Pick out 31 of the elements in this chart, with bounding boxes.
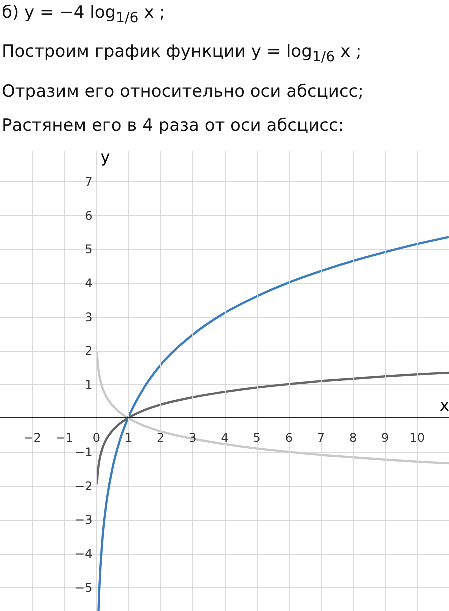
y-tick-label: −2 [75, 479, 93, 494]
x-tick-label: 3 [189, 430, 197, 445]
y-tick-label: 3 [85, 310, 93, 324]
x-tick-label: −1 [56, 430, 74, 445]
x-tick-label: 10 [410, 430, 426, 445]
x-tick-label: 7 [317, 430, 326, 445]
y-tick-label: −4 [75, 546, 93, 561]
y-tick-label: 5 [85, 242, 93, 256]
text: Отразим его относительно оси абсцисс; [2, 80, 365, 103]
y-tick-label: −1 [75, 445, 93, 460]
x-tick-label: 1 [124, 430, 133, 445]
x-tick-label: 5 [253, 430, 261, 445]
y-tick-label: 1 [85, 378, 93, 392]
x-tick-label: 2 [157, 430, 165, 445]
chart-title: б) y = −4 log$_{1/6}$ x ; [2, 2, 166, 28]
y-axis-title: y [100, 147, 110, 166]
y-tick-label: 2 [85, 344, 93, 358]
x-tick-label: 6 [285, 430, 293, 445]
y-tick-label: 6 [85, 208, 93, 223]
y-tick-label: 4 [85, 276, 93, 290]
x-tick-label: 4 [221, 430, 229, 445]
x-tick-label: 8 [349, 430, 358, 445]
x-axis-title: x [440, 396, 449, 415]
y-tick-label: −3 [75, 513, 93, 528]
x-tick-label: 9 [382, 430, 390, 445]
x-tick-label: 0 [92, 430, 101, 445]
y-tick-label: −5 [75, 580, 93, 595]
y-tick-label: 7 [85, 174, 93, 189]
text: Растянем его в 4 раза от оси абсцисс: [2, 114, 346, 137]
x-tick-label: −2 [24, 430, 42, 445]
text: Построим график функции y = log$_{1/6}$ x ; [2, 41, 363, 68]
